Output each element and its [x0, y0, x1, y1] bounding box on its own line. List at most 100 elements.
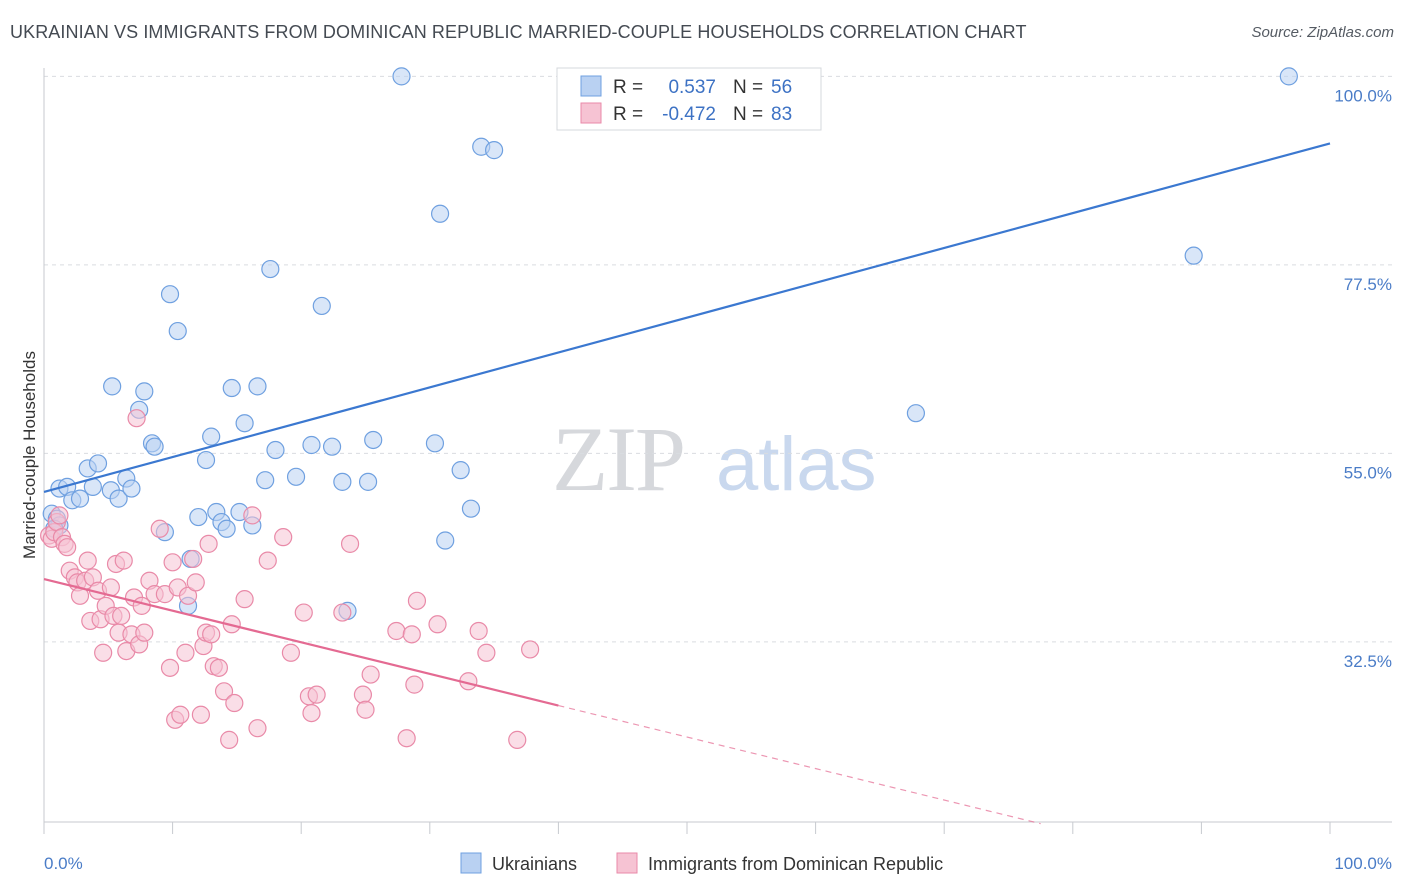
point-dominican-75: [405, 675, 424, 694]
point-dominican-46: [191, 705, 210, 724]
point-ukrainians-37: [261, 259, 280, 279]
point-dominican-54: [220, 730, 239, 749]
point-dominican-72: [387, 621, 406, 641]
point-ukrainians-40: [302, 435, 321, 455]
point-dominican-38: [163, 553, 182, 572]
point-ukrainians-52: [461, 499, 481, 518]
point-dominican-45: [186, 573, 205, 592]
point-ukrainians-49: [430, 204, 450, 223]
point-dominican-44: [184, 549, 203, 569]
point-dominican-13: [78, 551, 97, 570]
point-dominican-65: [302, 703, 321, 723]
point-dominican-59: [248, 719, 267, 738]
point-dominican-68: [340, 534, 360, 553]
y-axis-title: Married-couple Households: [20, 351, 39, 559]
legend-n-label-ukrainians: N =: [733, 77, 763, 98]
point-ukrainians-56: [1184, 246, 1203, 265]
trend-line-dominican: [43, 577, 559, 707]
point-ukrainians-14: [122, 479, 141, 498]
point-dominican-67: [333, 603, 352, 622]
point-dominican-80: [477, 643, 496, 662]
point-dominican-37: [160, 658, 180, 677]
point-dominican-32: [135, 623, 154, 642]
legend-r-value-ukrainians: 0.537: [668, 77, 716, 98]
point-ukrainians-30: [217, 519, 236, 538]
point-dominican-42: [176, 643, 195, 662]
point-dominican-62: [281, 643, 301, 662]
point-ukrainians-35: [248, 377, 267, 396]
chart-source: Source: ZipAtlas.com: [1251, 24, 1394, 41]
point-dominican-69: [353, 685, 373, 704]
point-ukrainians-55: [906, 404, 926, 423]
point-ukrainians-42: [322, 437, 342, 456]
point-dominican-56: [225, 693, 244, 713]
point-ukrainians-19: [145, 437, 164, 456]
series-legend: Ukrainians Immigrants from Dominican Rep…: [460, 852, 943, 874]
bottom-legend-swatch-ukrainians: [460, 852, 482, 874]
point-ukrainians-50: [436, 531, 455, 550]
point-dominican-4: [50, 506, 69, 525]
point-ukrainians-31: [222, 378, 241, 398]
point-dominican-58: [243, 506, 262, 525]
y-tick-label-0: 100.0%: [1334, 86, 1392, 105]
point-dominican-50: [202, 625, 221, 644]
x-tick-label-right: 100.0%: [1334, 854, 1392, 873]
legend-r-label-ukrainians: R =: [613, 77, 643, 98]
bottom-legend-label-ukrainians: Ukrainians: [492, 854, 577, 874]
stats-legend: R = 0.537 N = 56 R = -0.472 N = 83: [556, 67, 822, 131]
point-ukrainians-46: [364, 430, 383, 450]
point-ukrainians-41: [312, 296, 331, 316]
legend-swatch-ukrainians: [580, 75, 602, 97]
bottom-legend-swatch-dominican: [616, 852, 638, 874]
trend-line-dominican-extension: [558, 704, 1041, 825]
point-ukrainians-45: [358, 472, 378, 491]
point-ukrainians-26: [196, 450, 216, 470]
watermark-atlas: atlas: [716, 422, 877, 507]
point-ukrainians-38: [266, 440, 285, 460]
point-dominican-53: [214, 682, 234, 701]
point-ukrainians-7: [70, 489, 90, 508]
point-dominican-52: [209, 658, 228, 677]
point-ukrainians-15: [103, 377, 122, 396]
legend-n-label-dominican: N =: [733, 104, 763, 125]
point-dominican-57: [235, 590, 254, 609]
point-dominican-49: [199, 534, 218, 553]
watermark-zip: ZIP: [552, 408, 684, 510]
point-ukrainians-22: [168, 321, 187, 341]
point-dominican-18: [94, 643, 113, 662]
point-dominican-73: [397, 729, 416, 748]
chart-title: UKRAINIAN VS IMMIGRANTS FROM DOMINICAN R…: [10, 22, 1027, 42]
point-dominican-76: [407, 591, 427, 610]
point-dominican-60: [258, 551, 277, 570]
gridlines: [44, 75, 1392, 643]
legend-r-label-dominican: R =: [613, 104, 643, 125]
y-tick-labels: 100.0% 77.5% 55.0% 32.5%: [1334, 86, 1392, 671]
legend-r-value-dominican: -0.472: [662, 104, 716, 125]
legend-n-value-ukrainians: 56: [771, 77, 792, 98]
point-ukrainians-47: [392, 67, 411, 86]
x-ticks: [43, 822, 1331, 834]
point-dominican-25: [114, 551, 133, 570]
point-dominican-71: [361, 665, 380, 684]
axes: [43, 68, 1392, 823]
point-dominican-82: [521, 640, 540, 659]
series-ukrainians-points: [42, 67, 1298, 620]
bottom-legend-label-dominican: Immigrants from Dominican Republic: [648, 854, 943, 874]
legend-n-value-dominican: 83: [771, 104, 792, 125]
point-dominican-29: [127, 409, 146, 428]
trend-line-ukrainians: [43, 142, 1331, 493]
point-ukrainians-36: [256, 471, 275, 490]
point-dominican-70: [356, 700, 375, 719]
point-ukrainians-21: [160, 285, 180, 304]
y-tick-label-2: 55.0%: [1344, 463, 1392, 482]
point-dominican-66: [307, 685, 326, 704]
point-dominican-35: [150, 519, 169, 538]
legend-swatch-dominican: [580, 102, 602, 124]
point-dominican-77: [428, 615, 447, 634]
point-dominican-61: [274, 528, 293, 547]
trend-lines: [43, 142, 1331, 825]
point-dominican-41: [171, 705, 190, 724]
point-ukrainians-54: [485, 141, 504, 160]
point-ukrainians-17: [135, 382, 154, 401]
point-dominican-74: [402, 625, 421, 644]
